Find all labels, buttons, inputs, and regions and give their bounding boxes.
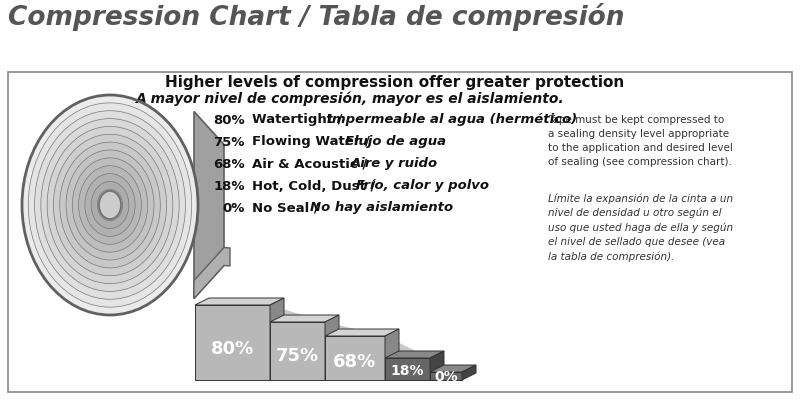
Text: No Seal /: No Seal /: [252, 202, 323, 214]
Polygon shape: [385, 329, 399, 380]
Ellipse shape: [41, 118, 179, 292]
Text: Higher levels of compression offer greater protection: Higher levels of compression offer great…: [166, 75, 625, 90]
Text: Impermeable al agua (hermético): Impermeable al agua (hermético): [327, 114, 578, 126]
Ellipse shape: [98, 189, 122, 221]
Ellipse shape: [85, 174, 135, 236]
Bar: [385, 358, 430, 380]
Ellipse shape: [104, 197, 116, 213]
Text: 68%: 68%: [334, 352, 377, 370]
Text: Flujo de agua: Flujo de agua: [345, 136, 446, 148]
Ellipse shape: [99, 191, 121, 219]
Polygon shape: [462, 365, 476, 380]
Text: 18%: 18%: [214, 180, 245, 192]
Text: 80%: 80%: [211, 340, 254, 358]
Text: 75%: 75%: [276, 347, 319, 365]
Text: Frío, calor y polvo: Frío, calor y polvo: [357, 180, 490, 192]
Text: 0%: 0%: [222, 202, 245, 214]
Polygon shape: [430, 351, 444, 380]
Text: Aire y ruido: Aire y ruido: [350, 158, 438, 170]
Text: 18%: 18%: [390, 364, 424, 378]
Text: A mayor nivel de compresión, mayor es el aislamiento.: A mayor nivel de compresión, mayor es el…: [136, 92, 564, 106]
Text: No hay aislamiento: No hay aislamiento: [310, 202, 453, 214]
Text: Compression Chart / Tabla de compresión: Compression Chart / Tabla de compresión: [8, 3, 625, 31]
Ellipse shape: [78, 166, 142, 244]
Polygon shape: [195, 305, 462, 380]
Text: Hot, Cold, Dust /: Hot, Cold, Dust /: [252, 180, 380, 192]
Text: 80%: 80%: [214, 114, 245, 126]
Ellipse shape: [54, 134, 166, 276]
Text: Límite la expansión de la cinta a un
nivel de densidad u otro según el
uso que u: Límite la expansión de la cinta a un niv…: [548, 193, 733, 262]
Polygon shape: [385, 351, 444, 358]
Text: 75%: 75%: [214, 136, 245, 148]
Polygon shape: [430, 365, 476, 372]
Ellipse shape: [47, 126, 173, 284]
Polygon shape: [194, 112, 224, 298]
Polygon shape: [194, 248, 230, 298]
Bar: [430, 372, 462, 380]
Ellipse shape: [72, 158, 148, 252]
Ellipse shape: [60, 142, 160, 268]
Ellipse shape: [28, 103, 192, 307]
Ellipse shape: [91, 182, 129, 228]
Text: Flowing Water /: Flowing Water /: [252, 136, 374, 148]
Ellipse shape: [34, 111, 186, 299]
Text: Tape must be kept compressed to
a sealing density level appropriate
to the appli: Tape must be kept compressed to a sealin…: [548, 115, 733, 167]
Bar: [8, 72, 792, 392]
Bar: [325, 336, 385, 380]
Bar: [195, 305, 270, 380]
Polygon shape: [325, 315, 339, 380]
Polygon shape: [325, 329, 399, 336]
Polygon shape: [195, 298, 284, 305]
Ellipse shape: [22, 95, 198, 315]
Text: 68%: 68%: [214, 158, 245, 170]
Bar: [270, 322, 325, 380]
Ellipse shape: [66, 150, 154, 260]
Text: Watertight /: Watertight /: [252, 114, 347, 126]
Polygon shape: [270, 315, 339, 322]
Polygon shape: [270, 298, 284, 380]
Text: Air & Acoustic /: Air & Acoustic /: [252, 158, 372, 170]
Text: 0%: 0%: [434, 370, 458, 384]
